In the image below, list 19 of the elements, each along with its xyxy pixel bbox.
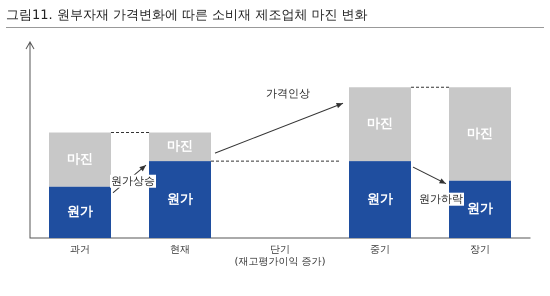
x-tick-label: 장기 [470,244,490,256]
bar [349,87,411,162]
bar [49,186,111,238]
bar [449,87,511,181]
x-tick-label: 중기 [370,244,390,256]
bar [49,132,111,187]
chart-title: 그림11. 원부자재 가격변화에 따른 소비재 제조업체 마진 변화 [6,7,368,24]
x-tick-label: 현재 [170,244,190,256]
bar [349,161,411,238]
annotation: 원가상승 [111,174,155,188]
text: 원가 [467,202,493,217]
text: 원가 [167,192,193,207]
series-label: 원가 [67,204,93,220]
x-tick-label: 단기 (재고평가이익 증가) [234,244,326,268]
annotation: 가격인상 [266,87,310,100]
bar [149,132,211,162]
x-tick-label: 과거 [70,244,90,256]
annotation: 원가하락 [419,192,463,206]
text: 원가 [367,192,393,207]
